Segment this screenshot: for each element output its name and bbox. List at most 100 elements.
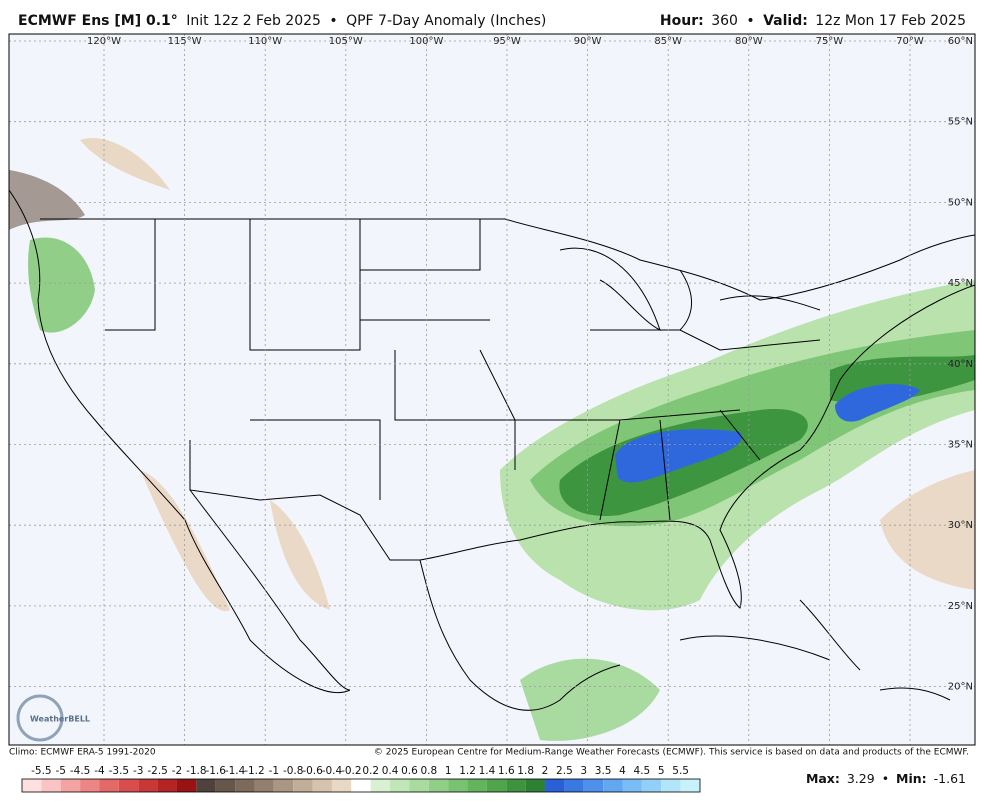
colorbar-label: 5.5 bbox=[672, 765, 689, 777]
colorbar-cell bbox=[486, 779, 507, 792]
colorbar-label: 2.5 bbox=[556, 765, 573, 777]
colorbar-cell bbox=[273, 779, 294, 792]
coastline bbox=[189, 489, 351, 691]
colorbar-label: -2.5 bbox=[147, 765, 168, 777]
colorbar-cell bbox=[428, 779, 449, 792]
colorbar-cell bbox=[196, 779, 216, 792]
lat-label: 50°N bbox=[948, 197, 973, 208]
lon-label: 100°W bbox=[409, 36, 443, 47]
colorbar-label: 0.6 bbox=[401, 765, 418, 777]
colorbar: -5.5 -5 -4.5 -4 -3.5 -3 -2.5 -2 -1.8-1.6-1.4-1.2… bbox=[21, 765, 701, 793]
lon-label: 70°W bbox=[896, 36, 924, 47]
copyright: © 2025 European Centre for Medium-Range … bbox=[374, 748, 969, 758]
product: QPF 7-Day Anomaly (Inches) bbox=[346, 13, 546, 29]
dry-area bbox=[270, 500, 330, 610]
header-left: ECMWF Ens [M] 0.1° Init 12z 2 Feb 2025 •… bbox=[18, 13, 546, 29]
lat-label: 20°N bbox=[948, 682, 973, 693]
valid-label: Valid: bbox=[763, 13, 808, 29]
colorbar-cell bbox=[390, 779, 410, 792]
colorbar-label: 1.4 bbox=[479, 765, 496, 777]
logo-text: WeatherBELL bbox=[30, 715, 90, 724]
colorbar-cell bbox=[176, 779, 197, 792]
colorbar-cell bbox=[545, 779, 565, 792]
colorbar-cell bbox=[138, 779, 158, 792]
colorbar-cell bbox=[564, 779, 584, 792]
graticule: 120°W 115°W 110°W 105°W 100°W 95°W 90°W 85°W 80°… bbox=[9, 34, 975, 745]
colorbar-cell bbox=[293, 779, 313, 792]
max: 3.29 bbox=[847, 771, 875, 786]
great-lakes bbox=[559, 247, 821, 331]
colorbar-cell bbox=[41, 779, 61, 792]
logo: WeatherBELL bbox=[16, 694, 90, 742]
colorbar-label: 2 bbox=[542, 765, 549, 777]
lat-label: 35°N bbox=[948, 440, 973, 451]
colorbar-cell bbox=[583, 779, 604, 792]
model: ECMWF Ens [M] 0.1° bbox=[18, 13, 178, 29]
lon-label: 95°W bbox=[493, 36, 521, 47]
lat-label: 45°N bbox=[948, 278, 973, 289]
min: -1.61 bbox=[934, 771, 966, 786]
lon-label: 105°W bbox=[329, 36, 363, 47]
climo: Climo: ECMWF ERA-5 1991-2020 bbox=[9, 748, 156, 758]
wet-maximum bbox=[835, 384, 920, 422]
coastline bbox=[419, 559, 621, 711]
separator: • bbox=[746, 13, 754, 29]
wet-maximum bbox=[615, 429, 742, 483]
colorbar-label: -1.8 bbox=[186, 765, 207, 777]
colorbar-label: 1.8 bbox=[517, 765, 534, 777]
colorbar-cell bbox=[157, 779, 177, 792]
lat-label: 25°N bbox=[948, 601, 973, 612]
colorbar-cell bbox=[467, 779, 487, 792]
lon-label: 80°W bbox=[735, 36, 763, 47]
colorbar-label: 1 bbox=[445, 765, 452, 777]
colorbar-label: 1.6 bbox=[498, 765, 515, 777]
colorbar-label: -1.4 bbox=[225, 765, 246, 777]
colorbar-cell bbox=[506, 779, 526, 792]
lat-label: 40°N bbox=[948, 359, 973, 370]
wet-area bbox=[520, 658, 660, 741]
colorbar-label: -0.8 bbox=[283, 765, 304, 777]
state-lines bbox=[105, 219, 821, 521]
colorbar-cell bbox=[448, 779, 468, 792]
lon-label: 115°W bbox=[168, 36, 202, 47]
stats: Max: 3.29 • Min: -1.61 bbox=[806, 771, 966, 786]
colorbar-cell bbox=[370, 779, 391, 792]
lon-label: 75°W bbox=[816, 36, 844, 47]
colorbar-cell bbox=[60, 779, 81, 792]
colorbar-label: -3.5 bbox=[109, 765, 130, 777]
map-frame bbox=[8, 33, 976, 746]
colorbar-label: 4 bbox=[619, 765, 626, 777]
colorbar-label: 0.4 bbox=[382, 765, 399, 777]
border bbox=[40, 218, 975, 301]
colorbar-label: 3.5 bbox=[595, 765, 612, 777]
lon-label: 85°W bbox=[654, 36, 682, 47]
dry-area bbox=[80, 138, 170, 190]
coastline bbox=[9, 189, 351, 694]
colorbar-cell bbox=[312, 779, 332, 792]
colorbar-cell bbox=[351, 779, 371, 792]
colorbar-label: -2 bbox=[172, 765, 182, 777]
colorbar-cell bbox=[661, 779, 681, 792]
lat-label: 60°N bbox=[948, 36, 973, 47]
colorbar-cell bbox=[235, 779, 255, 792]
min-label: Min: bbox=[896, 771, 927, 786]
colorbar-label: -3 bbox=[133, 765, 143, 777]
colorbar-cell bbox=[99, 779, 119, 792]
colorbar-cell bbox=[603, 779, 623, 792]
dry-area bbox=[880, 470, 975, 590]
colorbar-cell bbox=[80, 779, 100, 792]
lon-label: 120°W bbox=[87, 36, 121, 47]
colorbar-label: 0.8 bbox=[420, 765, 437, 777]
colorbar-cell bbox=[525, 779, 546, 792]
colorbar-label: -1.2 bbox=[244, 765, 265, 777]
header-right: Hour: 360 • Valid: 12z Mon 17 Feb 2025 bbox=[660, 13, 966, 29]
separator: • bbox=[329, 13, 337, 29]
colorbar-cell bbox=[331, 779, 352, 792]
colorbar-cell bbox=[254, 779, 274, 792]
colorbar-label: 4.5 bbox=[634, 765, 651, 777]
colorbar-cell bbox=[622, 779, 642, 792]
colorbar-label: -0.2 bbox=[341, 765, 362, 777]
colorbar-cell bbox=[409, 779, 429, 792]
hour-label: Hour: bbox=[660, 13, 704, 29]
